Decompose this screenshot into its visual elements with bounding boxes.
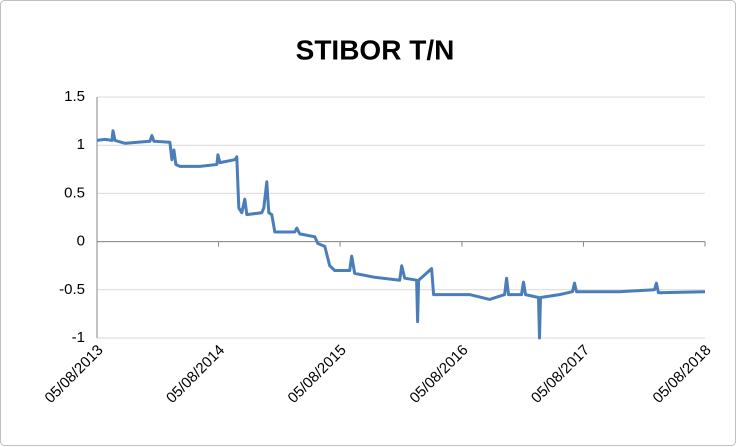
y-tick-label: 0.5 bbox=[64, 184, 85, 201]
y-tick-label: -0.5 bbox=[59, 281, 85, 298]
y-tick-label: 1.5 bbox=[64, 88, 85, 105]
data-line bbox=[96, 129, 706, 340]
chart-title: STIBOR T/N bbox=[296, 34, 455, 65]
y-tick-label: 1 bbox=[77, 136, 85, 153]
y-tick-label: -1 bbox=[72, 329, 85, 346]
y-tick-label: 0 bbox=[77, 233, 85, 250]
